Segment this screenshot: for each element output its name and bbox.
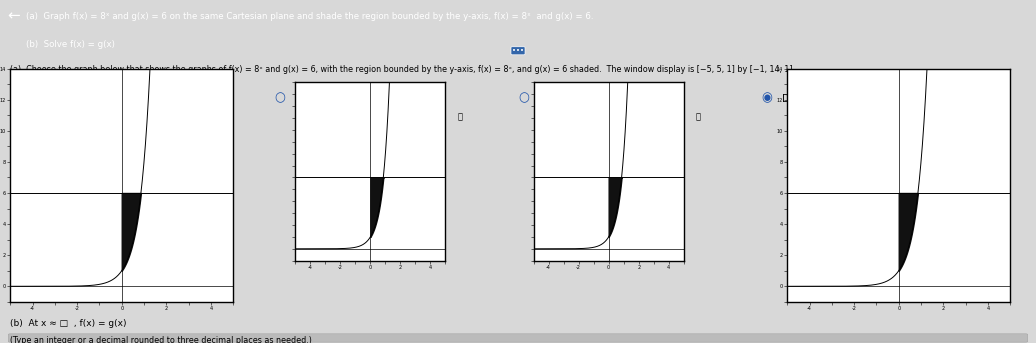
Text: ○: ○ bbox=[16, 91, 26, 104]
Text: (Type an integer or a decimal rounded to three decimal places as needed.): (Type an integer or a decimal rounded to… bbox=[10, 336, 312, 343]
Text: ○: ○ bbox=[275, 91, 285, 104]
Text: C.: C. bbox=[539, 94, 548, 104]
Text: ○: ○ bbox=[518, 91, 528, 104]
Text: 🔍: 🔍 bbox=[458, 112, 462, 121]
Text: (b)  Solve f(x) = g(x): (b) Solve f(x) = g(x) bbox=[26, 40, 115, 49]
Text: (a)  Graph f(x) = 8ˣ and g(x) = 6 on the same Cartesian plane and shade the regi: (a) Graph f(x) = 8ˣ and g(x) = 6 on the … bbox=[26, 12, 594, 22]
Text: ←: ← bbox=[7, 8, 20, 23]
Text: 🔍: 🔍 bbox=[696, 112, 700, 121]
Text: A.: A. bbox=[39, 94, 49, 104]
Text: B.: B. bbox=[295, 94, 305, 104]
FancyBboxPatch shape bbox=[8, 334, 1028, 342]
Text: (b)  At x ≈ □  , f(x) = g(x): (b) At x ≈ □ , f(x) = g(x) bbox=[10, 319, 126, 328]
Text: (a)  Choose the graph below that shows the graphs of f(x) = 8ˣ and g(x) = 6, wit: (a) Choose the graph below that shows th… bbox=[10, 65, 796, 74]
Text: D.: D. bbox=[782, 94, 793, 104]
Text: ◉: ◉ bbox=[761, 91, 772, 104]
Text: •••: ••• bbox=[512, 48, 524, 54]
